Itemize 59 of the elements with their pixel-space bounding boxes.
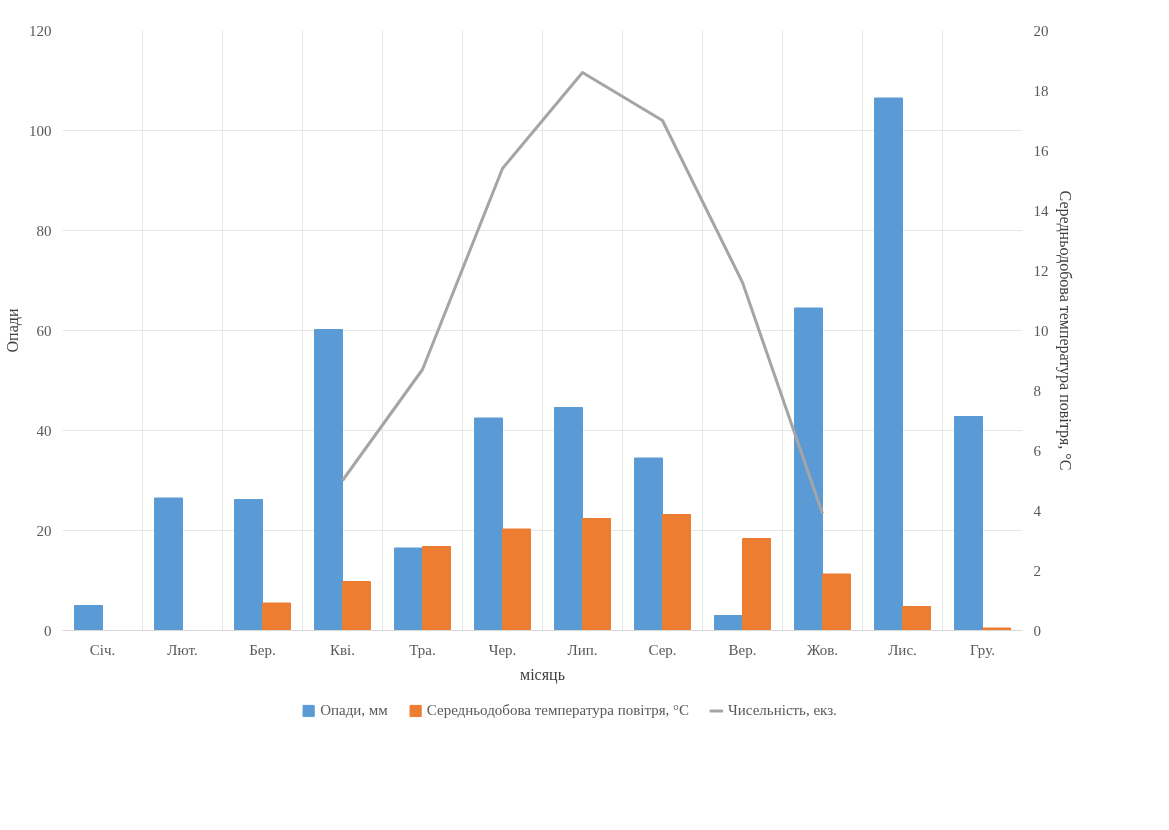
y-tick-label: 120 (29, 22, 52, 39)
bar (902, 606, 931, 631)
y2-tick-label: 18 (1033, 82, 1049, 99)
y-tick-label: 20 (36, 522, 52, 539)
x-tick-label: Кві. (330, 641, 356, 658)
bar (954, 416, 983, 631)
bar (582, 518, 611, 631)
x-tick-label: Лют. (167, 641, 198, 658)
legend-label: Чисельність, екз. (728, 701, 837, 719)
y2-tick-label: 0 (1033, 622, 1041, 639)
y-tick-label: 40 (36, 422, 52, 439)
x-tick-label: Гру. (970, 641, 995, 658)
bar (342, 581, 371, 631)
x-axis-title: місяць (520, 665, 565, 684)
legend-label: Опади, мм (320, 701, 388, 719)
y2-tick-label: 8 (1033, 382, 1041, 399)
bar (314, 329, 343, 631)
y-tick-label: 80 (36, 222, 52, 239)
y2-tick-label: 10 (1033, 322, 1049, 339)
x-tick-label: Січ. (89, 641, 116, 658)
x-tick-label: Вер. (728, 641, 757, 658)
y-tick-label: 0 (44, 622, 52, 639)
bar (634, 457, 663, 631)
y2-axis-title: Середньодобова температура повітря, °С (1055, 190, 1074, 471)
x-tick-label: Лип. (567, 641, 598, 658)
bar (982, 627, 1011, 631)
bar (662, 514, 691, 631)
y2-tick-label: 12 (1033, 262, 1049, 279)
bar (794, 307, 823, 631)
legend-label: Середньодобова температура повітря, °С (426, 701, 690, 719)
x-tick-label: Тра. (409, 641, 436, 658)
y2-tick-label: 6 (1033, 442, 1042, 459)
y2-tick-label: 2 (1033, 562, 1041, 579)
bar (74, 605, 103, 631)
bar (502, 528, 531, 631)
x-tick-label: Сер. (648, 641, 677, 658)
bar (474, 417, 503, 631)
y-tick-label: 60 (36, 322, 52, 339)
y-tick-label: 100 (29, 122, 52, 139)
x-tick-label: Жов. (806, 641, 839, 658)
bar (154, 497, 183, 631)
y2-tick-label: 4 (1033, 502, 1042, 519)
y2-tick-label: 20 (1033, 22, 1049, 39)
x-tick-label: Чер. (488, 641, 517, 658)
bar (714, 615, 743, 631)
bar (422, 546, 451, 631)
bar (874, 97, 903, 631)
y2-tick-label: 14 (1033, 202, 1049, 219)
y-axis-title: Опади (4, 308, 22, 353)
bar (822, 573, 851, 631)
bar (394, 547, 423, 631)
y2-tick-label: 16 (1033, 142, 1049, 159)
bar (262, 602, 291, 631)
x-tick-label: Лис. (888, 641, 917, 658)
x-tick-label: Бер. (249, 641, 276, 658)
bar (742, 538, 771, 631)
bar (554, 407, 583, 631)
bar (234, 499, 263, 631)
line-series (341, 71, 824, 515)
